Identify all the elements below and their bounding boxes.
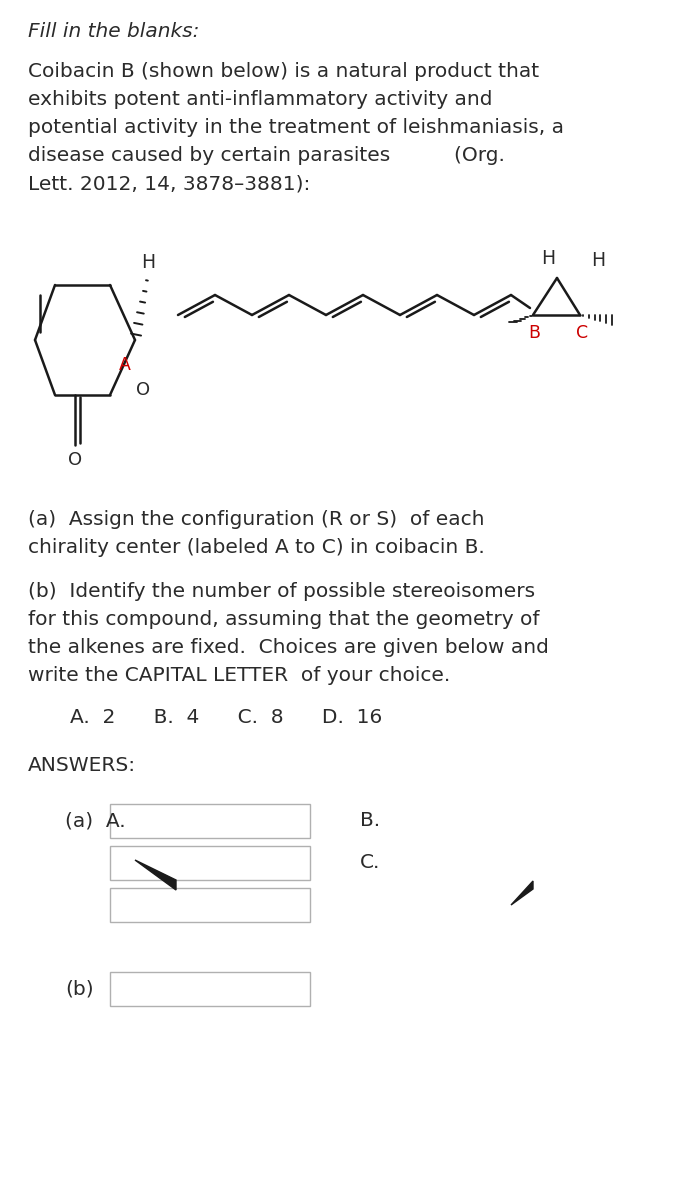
Text: Coibacin B (shown below) is a natural product that: Coibacin B (shown below) is a natural pr…	[28, 62, 539, 80]
FancyBboxPatch shape	[110, 888, 310, 922]
FancyBboxPatch shape	[110, 972, 310, 1006]
Text: Lett. 2012, 14, 3878–3881):: Lett. 2012, 14, 3878–3881):	[28, 174, 311, 193]
Text: O: O	[136, 382, 150, 398]
Text: (b): (b)	[65, 979, 94, 998]
Text: exhibits potent anti-inflammatory activity and: exhibits potent anti-inflammatory activi…	[28, 90, 493, 109]
Text: ANSWERS:: ANSWERS:	[28, 756, 136, 775]
Text: H: H	[591, 251, 605, 270]
Text: the alkenes are fixed.  Choices are given below and: the alkenes are fixed. Choices are given…	[28, 638, 549, 658]
Text: (b)  Identify the number of possible stereoisomers: (b) Identify the number of possible ster…	[28, 582, 535, 601]
Text: for this compound, assuming that the geometry of: for this compound, assuming that the geo…	[28, 610, 539, 629]
Text: B.: B.	[360, 811, 380, 830]
FancyBboxPatch shape	[110, 804, 310, 838]
Text: H: H	[541, 248, 555, 268]
Text: disease caused by certain parasites          (Org.: disease caused by certain parasites (Org…	[28, 146, 505, 164]
Text: chirality center (labeled A to C) in coibacin B.: chirality center (labeled A to C) in coi…	[28, 538, 484, 557]
Text: C.: C.	[360, 853, 380, 872]
Text: A: A	[119, 356, 131, 374]
FancyBboxPatch shape	[110, 846, 310, 880]
Text: write the CAPITAL LETTER  of your choice.: write the CAPITAL LETTER of your choice.	[28, 666, 450, 685]
Polygon shape	[511, 881, 533, 905]
Text: potential activity in the treatment of leishmaniasis, a: potential activity in the treatment of l…	[28, 118, 564, 137]
Text: O: O	[68, 451, 82, 469]
Text: Fill in the blanks:: Fill in the blanks:	[28, 22, 199, 41]
Text: B: B	[528, 324, 540, 342]
Text: C: C	[576, 324, 588, 342]
Text: A.  2      B.  4      C.  8      D.  16: A. 2 B. 4 C. 8 D. 16	[70, 708, 382, 727]
Polygon shape	[135, 860, 176, 890]
Text: H: H	[141, 252, 155, 271]
Text: (a)  A.: (a) A.	[65, 811, 126, 830]
Text: (a)  Assign the configuration (R or S)  of each: (a) Assign the configuration (R or S) of…	[28, 510, 484, 529]
